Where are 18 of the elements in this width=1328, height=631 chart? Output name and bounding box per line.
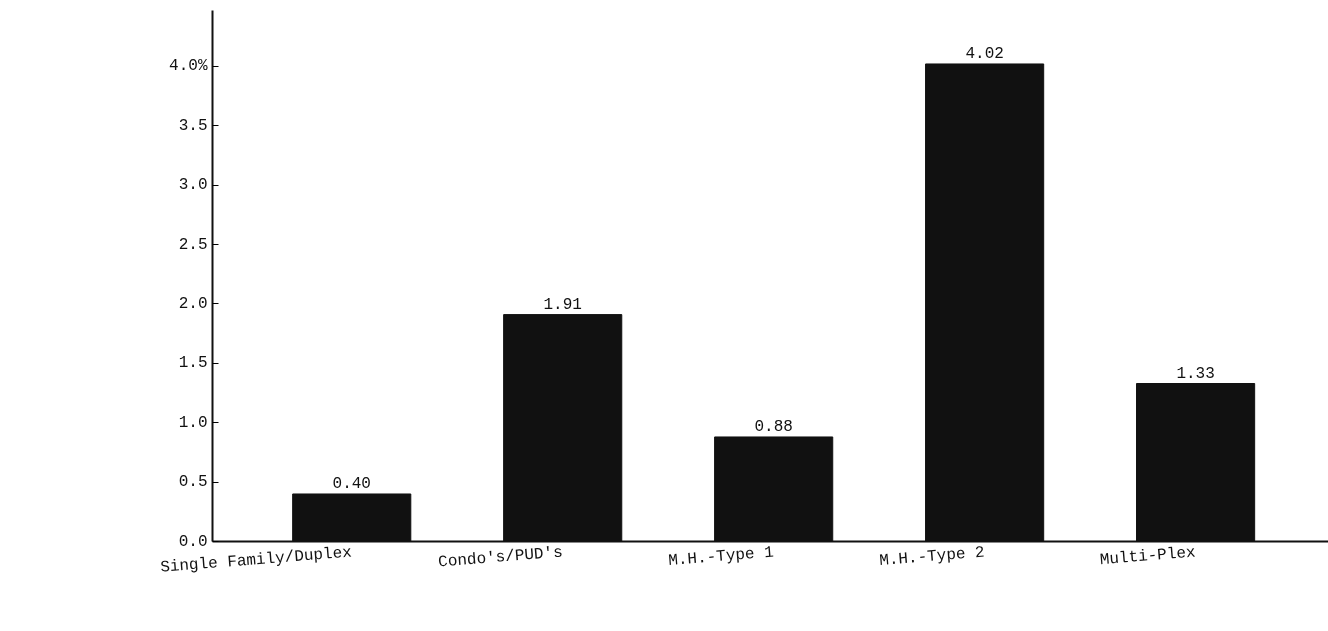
y-tick-label: 0.0 [178, 532, 208, 551]
data-label: 0.88 [754, 417, 793, 436]
x-tick-label: M.H.-Type 2 [878, 543, 986, 570]
y-tick-label: 1.0 [178, 413, 208, 432]
x-tick-label: Multi-Plex [1099, 543, 1197, 570]
x-tick-label: Condo's/PUD's [437, 543, 564, 572]
data-label: 4.02 [965, 44, 1004, 63]
data-label: 1.33 [1176, 364, 1215, 383]
y-tick-label: 4.0% [169, 57, 208, 76]
y-tick-label: 2.0 [178, 294, 208, 313]
y-tick-label: 2.5 [178, 235, 208, 254]
data-label: 0.40 [332, 474, 371, 493]
y-tick-label: 1.5 [178, 354, 208, 373]
x-tick-label: M.H.-Type 1 [667, 543, 775, 570]
data-label: 1.91 [543, 295, 582, 314]
y-tick-label: 0.5 [178, 473, 208, 492]
y-tick-label: 3.0 [178, 176, 208, 195]
y-tick-label: 3.5 [178, 116, 208, 135]
